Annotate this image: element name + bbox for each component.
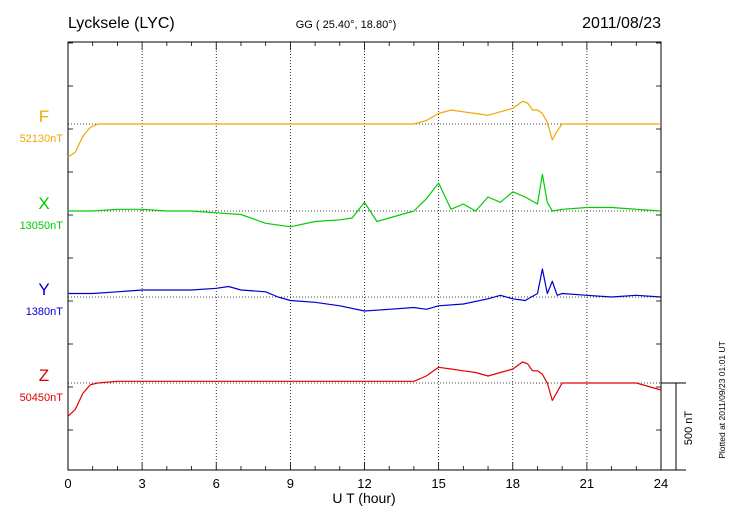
- x-tick-label: 3: [139, 476, 146, 491]
- series-line-x: [68, 173, 662, 228]
- x-axis-label: U T (hour): [332, 490, 395, 506]
- x-tick-label: 6: [213, 476, 220, 491]
- chart-title: Lycksele (LYC): [68, 15, 175, 32]
- x-tick-label: 24: [654, 476, 668, 491]
- x-tick-label: 18: [506, 476, 520, 491]
- station-coordinates: GG ( 25.40°, 18.80°): [296, 19, 397, 31]
- x-tick-label: 15: [431, 476, 445, 491]
- series-baseline-f: 52130nT: [20, 133, 64, 145]
- series-baseline-x: 13050nT: [20, 220, 64, 232]
- x-tick-label: 21: [580, 476, 594, 491]
- x-tick-label: 0: [64, 476, 71, 491]
- chart-date: 2011/08/23: [582, 15, 661, 32]
- series-line-z: [67, 361, 662, 417]
- series-line-f: [67, 100, 661, 158]
- x-tick-label: 12: [357, 476, 371, 491]
- series-name-x: X: [38, 194, 49, 213]
- series-baseline-z: 50450nT: [20, 392, 64, 404]
- x-tick-label: 9: [287, 476, 294, 491]
- plotted-timestamp: Plotted at 2011/09/23 01:01 UT: [717, 341, 727, 459]
- series-name-y: Y: [38, 280, 49, 299]
- series-name-f: F: [39, 107, 49, 126]
- series-line-y: [68, 268, 662, 312]
- series-baseline-y: 1380nT: [26, 306, 64, 318]
- scale-bar-label: 500 nT: [683, 411, 695, 446]
- series-name-z: Z: [39, 366, 49, 385]
